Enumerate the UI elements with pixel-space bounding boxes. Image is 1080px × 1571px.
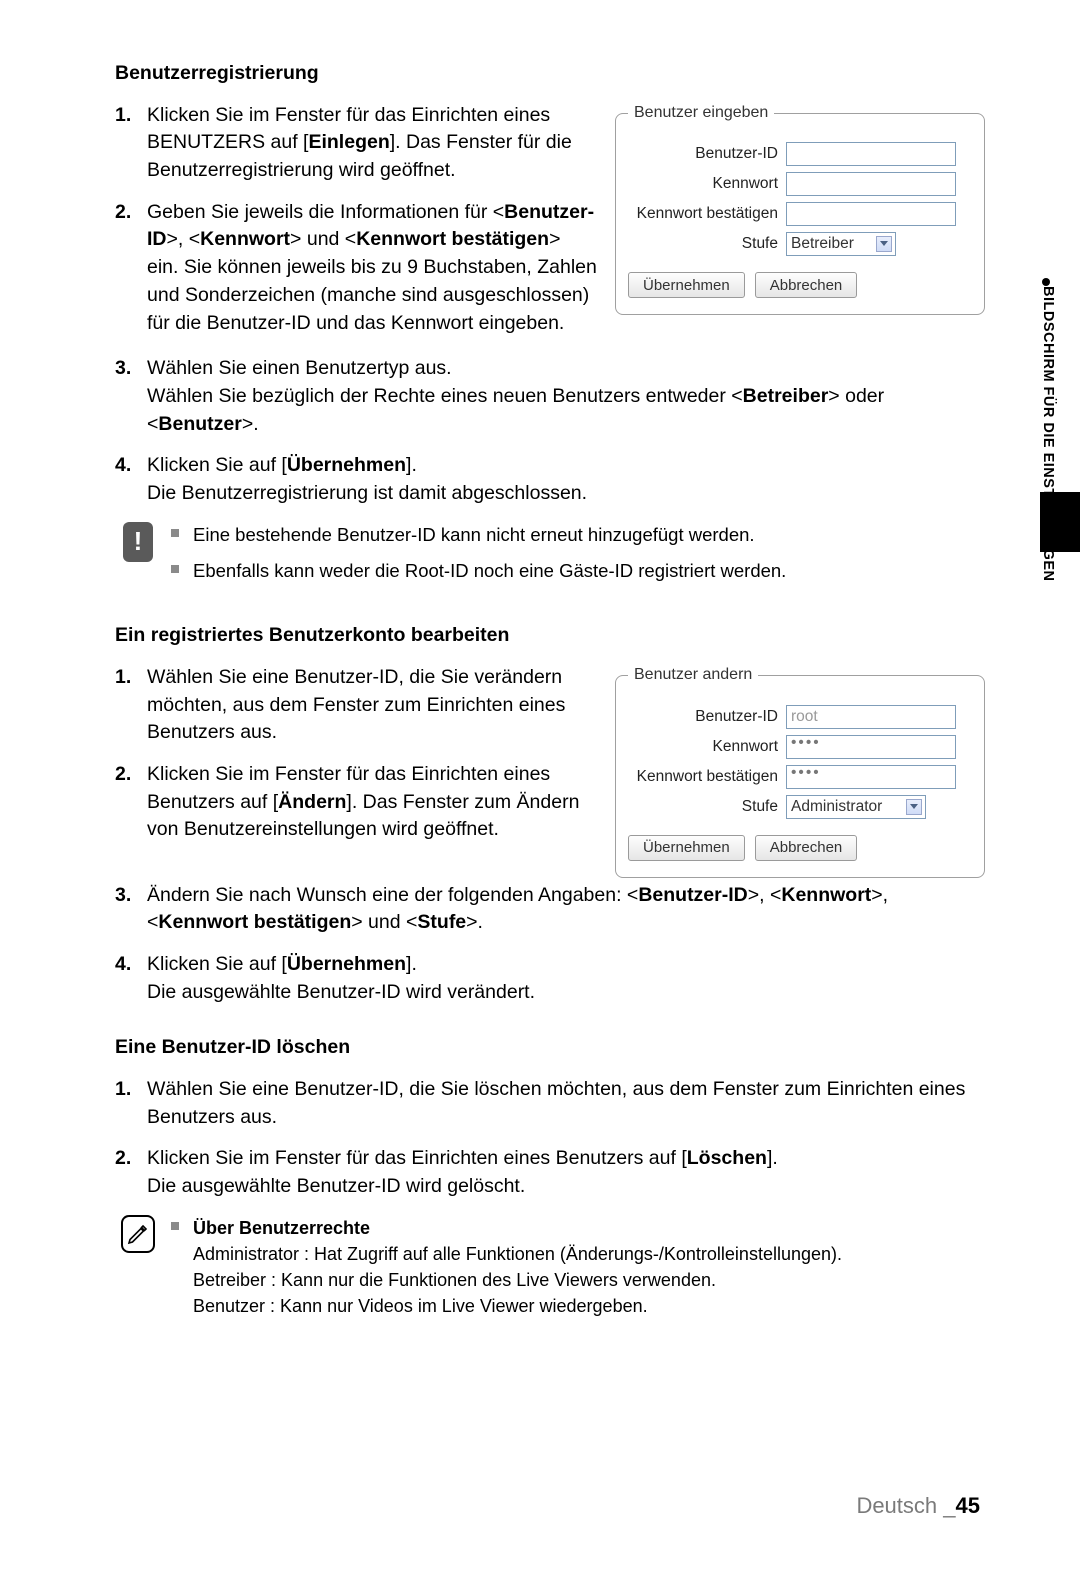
- note-1b: Ebenfalls kann weder die Root-ID noch ei…: [171, 558, 786, 584]
- chevron-down-icon: [880, 241, 888, 246]
- heading-bearbeiten: Ein registriertes Benutzerkonto bearbeit…: [115, 622, 985, 650]
- step-2-1: 1. Wählen Sie eine Benutzer-ID, die Sie …: [115, 664, 597, 747]
- label-benutzer-id: Benutzer-ID: [628, 143, 778, 165]
- input-benutzer-id[interactable]: [786, 142, 956, 166]
- step-1-2: 2. Geben Sie jeweils die Informationen f…: [115, 199, 597, 337]
- select2-stufe[interactable]: Administrator: [786, 795, 926, 819]
- panel1-legend: Benutzer eingeben: [628, 102, 774, 125]
- label2-kennwort: Kennwort: [628, 736, 778, 758]
- panel2-legend: Benutzer andern: [628, 664, 758, 687]
- input-kennwort[interactable]: [786, 172, 956, 196]
- alert-icon: !: [121, 522, 155, 566]
- step-3-2: 2. Klicken Sie im Fenster für das Einric…: [115, 1145, 985, 1200]
- page-footer: Deutsch _45: [856, 1490, 980, 1521]
- select-stufe[interactable]: Betreiber: [786, 232, 896, 256]
- uebernehmen-button[interactable]: Übernehmen: [628, 272, 745, 298]
- input2-kennwort-bestaetigen[interactable]: ••••: [786, 765, 956, 789]
- note-rights: Über Benutzerrechte Administrator : Hat …: [171, 1215, 842, 1319]
- side-tab-marker: [1040, 492, 1080, 552]
- label-stufe: Stufe: [628, 233, 778, 255]
- label2-benutzer-id: Benutzer-ID: [628, 706, 778, 728]
- heading-loeschen: Eine Benutzer-ID löschen: [115, 1034, 985, 1062]
- label2-stufe: Stufe: [628, 796, 778, 818]
- step-1-1: 1. Klicken Sie im Fenster für das Einric…: [115, 102, 597, 185]
- step-2-3: 3. Ändern Sie nach Wunsch eine der folge…: [115, 882, 985, 937]
- label-kennwort-bestaetigen: Kennwort bestätigen: [628, 203, 778, 225]
- step-2-4: 4. Klicken Sie auf [Übernehmen]. Die aus…: [115, 951, 985, 1006]
- input-kennwort-bestaetigen[interactable]: [786, 202, 956, 226]
- note-1a: Eine bestehende Benutzer-ID kann nicht e…: [171, 522, 786, 548]
- step-2-2: 2. Klicken Sie im Fenster für das Einric…: [115, 761, 597, 844]
- label-kennwort: Kennwort: [628, 173, 778, 195]
- panel-benutzer-eingeben: Benutzer eingeben Benutzer-ID Kennwort K…: [615, 102, 985, 316]
- chevron-down-icon: [910, 804, 918, 809]
- input2-kennwort[interactable]: ••••: [786, 735, 956, 759]
- abbrechen-button[interactable]: Abbrechen: [755, 272, 858, 298]
- uebernehmen2-button[interactable]: Übernehmen: [628, 835, 745, 861]
- abbrechen2-button[interactable]: Abbrechen: [755, 835, 858, 861]
- step-1-3: 3. Wählen Sie einen Benutzertyp aus. Wäh…: [115, 355, 985, 438]
- step-1-4: 4. Klicken Sie auf [Übernehmen]. Die Ben…: [115, 452, 985, 507]
- pencil-icon: [121, 1215, 155, 1259]
- label2-kennwort-bestaetigen: Kennwort bestätigen: [628, 766, 778, 788]
- panel-benutzer-andern: Benutzer andern Benutzer-ID root Kennwor…: [615, 664, 985, 878]
- heading-benutzerregistrierung: Benutzerregistrierung: [115, 60, 985, 88]
- step-3-1: 1. Wählen Sie eine Benutzer-ID, die Sie …: [115, 1076, 985, 1131]
- input2-benutzer-id[interactable]: root: [786, 705, 956, 729]
